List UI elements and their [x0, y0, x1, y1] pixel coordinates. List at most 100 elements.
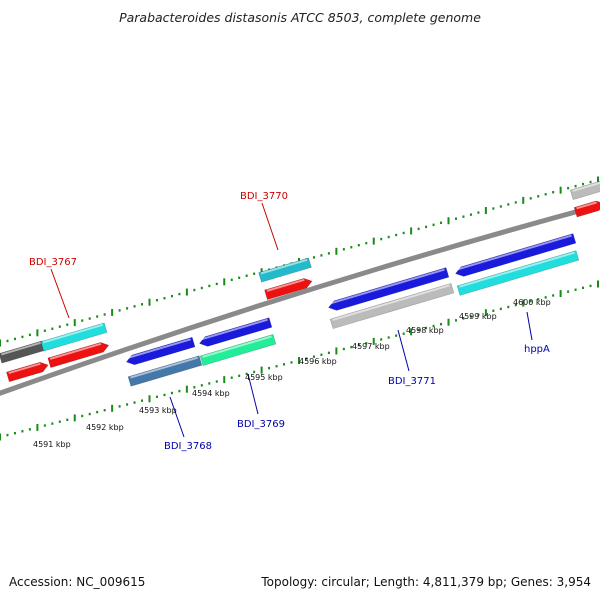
tick-mark [327, 252, 330, 255]
gene-feature[interactable] [199, 334, 277, 366]
tick-mark [133, 401, 136, 404]
tick-mark [51, 422, 54, 425]
tick-mark [335, 247, 338, 255]
tick-mark [223, 376, 226, 384]
tick-mark [238, 374, 241, 377]
tick-mark [387, 235, 390, 239]
tick-mark [597, 176, 599, 184]
tick-mark [380, 338, 383, 341]
tick-mark [320, 353, 323, 356]
tick-mark [36, 329, 39, 337]
gene-label-hppa[interactable]: hppA [524, 344, 550, 355]
tick-mark [43, 424, 46, 427]
gene-feature[interactable] [125, 336, 196, 366]
tick-mark [514, 303, 517, 307]
ruler-label: 4592 kbp [86, 423, 124, 432]
tick-mark [380, 237, 383, 241]
tick-mark [111, 308, 114, 316]
tick-mark [514, 201, 517, 204]
tick-mark [155, 299, 158, 302]
tick-mark [163, 296, 166, 300]
tick-mark [96, 410, 99, 414]
tick-mark [260, 268, 263, 276]
tick-mark [208, 382, 211, 385]
ruler-label: 4595 kbp [245, 373, 283, 382]
tick-mark [350, 345, 353, 349]
tick-mark [357, 244, 360, 247]
gene-label-bdi-3769[interactable]: BDI_3769 [237, 419, 285, 430]
ruler-label: 4594 kbp [192, 389, 230, 398]
tick-mark [43, 329, 46, 332]
tick-mark [492, 309, 495, 312]
gene-features[interactable] [0, 180, 600, 387]
tick-mark [58, 420, 61, 423]
tick-mark [155, 395, 158, 399]
gene-feature[interactable] [198, 317, 273, 349]
gene-feature[interactable] [573, 199, 600, 218]
tick-mark [223, 278, 226, 286]
tick-mark [387, 336, 390, 339]
tick-mark [335, 347, 338, 355]
gene-labels: BDI_3767 BDI_3770 BDI_3768 BDI_3769 BDI_… [29, 191, 550, 452]
tick-mark [589, 180, 592, 184]
tick-mark [13, 431, 16, 435]
tick-mark [58, 325, 61, 328]
tick-mark [402, 231, 405, 235]
tick-mark [365, 241, 368, 245]
gene-feature[interactable] [454, 233, 577, 279]
tick-mark [178, 389, 181, 393]
tick-mark [559, 290, 562, 298]
gene-feature[interactable] [327, 267, 450, 313]
tick-marks [0, 176, 599, 441]
tick-mark [567, 186, 570, 190]
gene-feature[interactable] [40, 322, 108, 352]
tick-mark [305, 357, 308, 360]
tick-mark [28, 428, 31, 431]
tick-mark [507, 305, 510, 309]
tick-mark [312, 355, 315, 358]
gene-feature[interactable] [127, 355, 203, 387]
tick-mark [230, 376, 233, 379]
tick-mark [66, 323, 69, 326]
tick-mark [245, 372, 248, 376]
tick-mark [425, 326, 428, 330]
tick-mark [417, 328, 420, 332]
gene-label-bdi-3771[interactable]: BDI_3771 [388, 376, 436, 387]
gene-feature[interactable] [47, 340, 110, 368]
tick-mark [395, 233, 398, 237]
gene-feature[interactable] [258, 257, 312, 283]
tick-mark [529, 197, 532, 200]
callout-line [247, 373, 259, 415]
tick-mark [111, 404, 114, 412]
tick-mark [492, 207, 495, 210]
ruler-label: 4600 kbp [513, 298, 551, 307]
tick-mark [544, 296, 547, 299]
tick-mark [88, 412, 91, 416]
gene-feature[interactable] [6, 360, 49, 383]
gene-label-bdi-3767[interactable]: BDI_3767 [29, 257, 77, 268]
tick-mark [81, 414, 84, 418]
callout-line [526, 311, 533, 341]
tick-mark [597, 280, 599, 288]
accession-text: Accession: NC_009615 [9, 575, 146, 589]
ruler-label: 4596 kbp [299, 357, 337, 366]
tick-mark [357, 344, 360, 347]
tick-mark [342, 248, 345, 251]
gene-feature[interactable] [456, 250, 580, 296]
tick-mark [126, 403, 129, 406]
tick-mark [170, 391, 173, 395]
gene-feature[interactable] [0, 340, 46, 364]
gene-feature[interactable] [264, 276, 314, 300]
gene-label-bdi-3768[interactable]: BDI_3768 [164, 441, 212, 452]
ruler-label: 4597 kbp [352, 342, 390, 351]
gene-label-bdi-3770[interactable]: BDI_3770 [240, 191, 288, 202]
tick-mark [484, 207, 487, 215]
gene-feature[interactable] [569, 180, 600, 200]
tick-mark [268, 366, 271, 370]
tick-mark [447, 318, 450, 326]
tick-mark [81, 319, 84, 322]
gene-feature[interactable] [329, 282, 455, 330]
tick-mark [298, 357, 300, 364]
tick-mark [552, 294, 555, 297]
